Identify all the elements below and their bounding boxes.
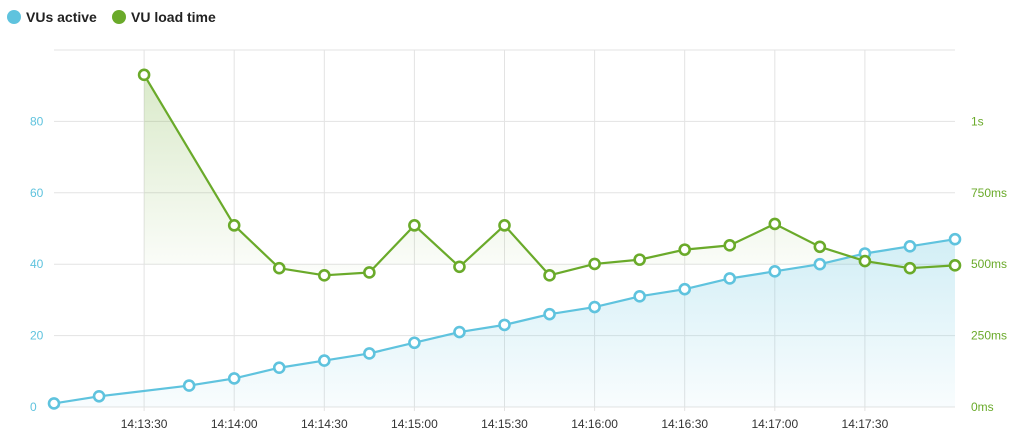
load-line <box>143 74 956 277</box>
y-left-tick-label: 20 <box>30 329 44 343</box>
load-point[interactable] <box>633 253 646 266</box>
y-right-tick-label: 500ms <box>971 257 1007 271</box>
x-tick-label: 14:17:00 <box>751 417 798 431</box>
y-right-tick-label: 750ms <box>971 186 1007 200</box>
vus-point[interactable] <box>317 354 331 367</box>
load-point[interactable] <box>588 257 601 271</box>
vus-point[interactable] <box>47 397 61 410</box>
y-left-tick-label: 60 <box>30 186 44 200</box>
x-tick-label: 14:17:30 <box>842 417 889 431</box>
vus-point[interactable] <box>408 336 421 350</box>
x-tick-label: 14:13:30 <box>121 417 168 431</box>
load-point[interactable] <box>948 259 962 272</box>
load-point[interactable] <box>903 261 917 275</box>
x-tick-label: 14:16:30 <box>661 417 708 431</box>
x-tick-label: 14:16:00 <box>571 417 618 431</box>
x-tick-label: 14:14:30 <box>301 417 348 431</box>
legend-load-label: VU load time <box>131 9 216 25</box>
load-point[interactable] <box>678 243 692 256</box>
series-lines <box>53 74 956 405</box>
vus-point[interactable] <box>498 318 511 332</box>
load-point[interactable] <box>453 260 466 274</box>
legend: VUs active VU load time <box>7 9 216 25</box>
load-point[interactable] <box>363 266 376 279</box>
vus-point[interactable] <box>453 325 466 339</box>
vus-point[interactable] <box>813 257 827 271</box>
load-point[interactable] <box>408 219 421 232</box>
x-axis: 14:13:30 14:14:00 14:14:30 14:15:00 14:15:30… <box>121 417 889 431</box>
load-point[interactable] <box>768 217 782 231</box>
y-axis-left: 0 20 40 60 80 <box>30 114 44 414</box>
y-left-tick-label: 0 <box>30 400 37 414</box>
y-left-tick-label: 40 <box>30 257 44 271</box>
load-point[interactable] <box>543 269 556 282</box>
load-point[interactable] <box>498 219 511 232</box>
load-point[interactable] <box>227 219 241 232</box>
load-point[interactable] <box>723 239 737 252</box>
legend-vus-swatch <box>7 10 21 24</box>
y-right-tick-label: 250ms <box>971 329 1007 343</box>
vus-point[interactable] <box>678 282 692 296</box>
load-point[interactable] <box>317 269 331 282</box>
vus-point[interactable] <box>227 372 241 385</box>
vus-point[interactable] <box>92 389 106 403</box>
vus-point[interactable] <box>588 300 601 314</box>
vus-point[interactable] <box>363 347 376 360</box>
series-points <box>47 68 962 410</box>
y-left-tick-label: 80 <box>30 114 44 128</box>
vus-line <box>53 238 956 405</box>
vus-point[interactable] <box>903 240 917 253</box>
vus-point[interactable] <box>948 232 962 246</box>
legend-vus-label: VUs active <box>26 9 97 25</box>
vus-point[interactable] <box>768 265 782 278</box>
vus-point[interactable] <box>182 379 196 392</box>
vus-point[interactable] <box>633 290 646 303</box>
vus-point[interactable] <box>543 307 556 321</box>
y-right-tick-label: 1s <box>971 114 984 128</box>
load-area <box>144 74 956 276</box>
vus-point[interactable] <box>723 272 737 285</box>
load-point[interactable] <box>137 68 151 82</box>
y-right-tick-label: 0ms <box>971 400 994 414</box>
load-point[interactable] <box>272 261 286 275</box>
y-axis-right: 0ms 250ms 500ms 750ms 1s <box>971 114 1007 414</box>
x-tick-label: 14:15:30 <box>481 417 528 431</box>
x-tick-label: 14:14:00 <box>211 417 258 431</box>
legend-load-swatch <box>112 10 126 24</box>
load-point[interactable] <box>858 254 872 268</box>
load-point[interactable] <box>813 240 827 254</box>
x-tick-label: 14:15:00 <box>391 417 438 431</box>
vus-point[interactable] <box>272 361 286 375</box>
